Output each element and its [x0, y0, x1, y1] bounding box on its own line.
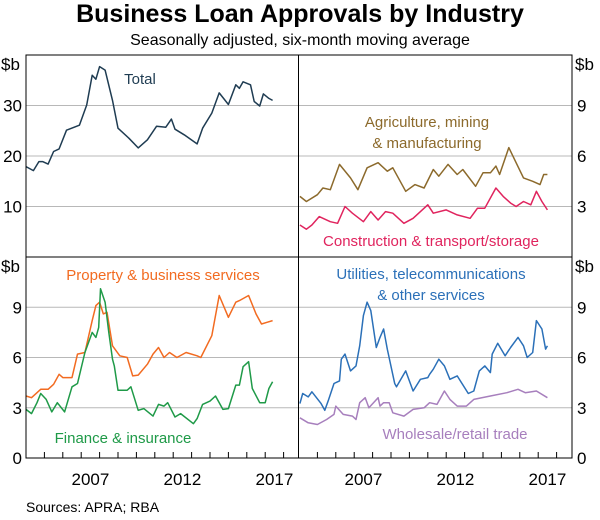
x-tick-label: 2012	[163, 470, 201, 489]
y-tick-label: 0	[13, 449, 22, 468]
series-line-wholesale-retail-trade	[299, 388, 548, 426]
chart-subtitle: Seasonally adjusted, six-month moving av…	[130, 32, 470, 49]
series-label: Utilities, telecommunications	[336, 266, 525, 283]
y-tick-label: 3	[577, 399, 586, 418]
x-tick-label: 2007	[344, 470, 382, 489]
y-tick-label: 10	[3, 198, 22, 217]
x-tick-label: 2017	[528, 470, 566, 489]
series-line-total	[25, 65, 273, 172]
series-line-utilities-telecommunications-other-services	[299, 301, 549, 412]
series-line-construction-transport-storage	[299, 187, 549, 230]
y-unit-label: $b	[1, 257, 20, 276]
chart-title: Business Loan Approvals by Industry	[76, 0, 524, 28]
y-tick-label: 30	[3, 97, 22, 116]
series-line-property-business-services	[25, 294, 273, 399]
series-line-agriculture-mining-manufacturing	[299, 146, 548, 203]
y-tick-label: 3	[13, 399, 22, 418]
source-note: Sources: APRA; RBA	[26, 499, 160, 515]
y-unit-label: $b	[575, 55, 594, 74]
y-unit-label: $b	[1, 55, 20, 74]
y-tick-label: 20	[3, 147, 22, 166]
series-label: Construction & transport/storage	[323, 233, 539, 250]
panel-frames	[25, 54, 573, 459]
series-label: Finance & insurance	[55, 430, 192, 447]
y-tick-label: 0	[577, 449, 586, 468]
series-line-finance-insurance	[25, 288, 274, 425]
series-label: Property & business services	[66, 267, 259, 284]
y-tick-label: 9	[13, 298, 22, 317]
y-tick-label: 6	[577, 349, 586, 368]
y-unit-label: $b	[575, 257, 594, 276]
y-tick-label: 6	[13, 349, 22, 368]
y-tick-label: 9	[577, 298, 586, 317]
series-label: Wholesale/retail trade	[382, 426, 527, 443]
series-label: & manufacturing	[372, 135, 481, 152]
series-label: & other services	[377, 287, 485, 304]
x-tick-label: 2017	[255, 470, 293, 489]
series-label: Total	[124, 71, 156, 88]
series-label: Agriculture, mining	[365, 114, 489, 131]
gridlines	[26, 105, 572, 409]
x-tick-label: 2012	[436, 470, 474, 489]
x-tick-label: 2007	[71, 470, 109, 489]
series-lines	[25, 65, 549, 426]
y-tick-label: 6	[577, 147, 586, 166]
y-tick-label: 9	[577, 97, 586, 116]
y-tick-label: 3	[577, 198, 586, 217]
